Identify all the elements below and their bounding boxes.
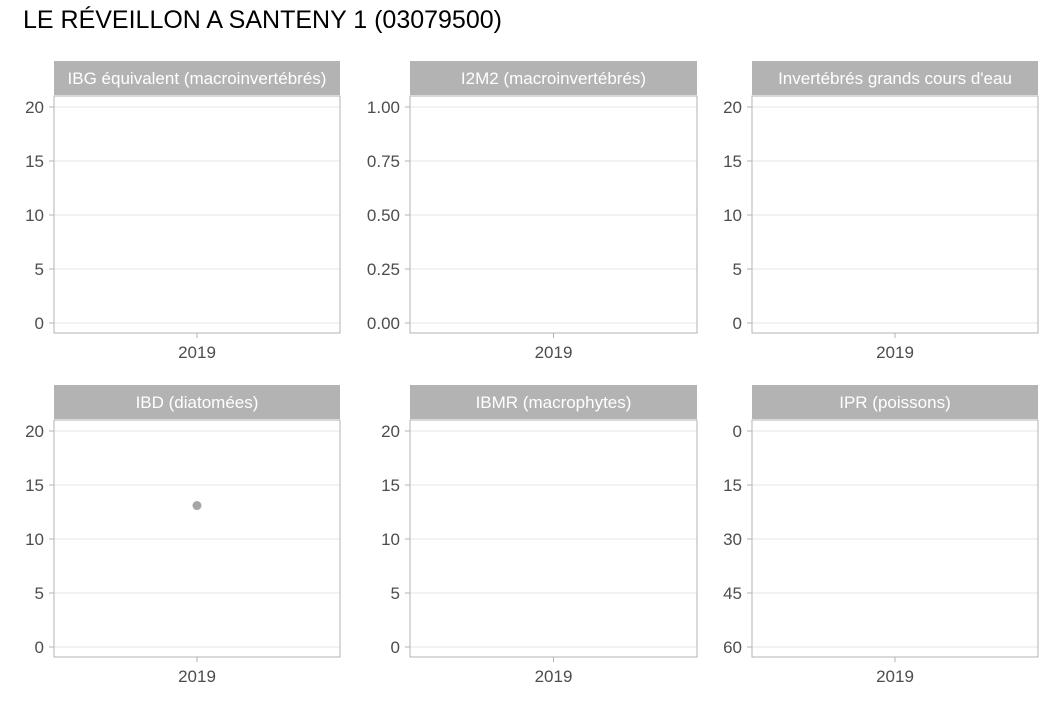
y-tick-label: 5 — [35, 260, 44, 279]
y-tick-label: 1.00 — [367, 98, 400, 117]
facet-title: IPR (poissons) — [839, 393, 950, 412]
y-tick-label: 20 — [25, 422, 44, 441]
panel-border — [751, 419, 1039, 658]
facet-strip — [410, 61, 697, 95]
y-tick-label: 0.00 — [367, 314, 400, 333]
facet-strip — [752, 385, 1038, 419]
y-tick-label: 0 — [35, 638, 44, 657]
panel-border — [53, 95, 341, 334]
facet-title: Invertébrés grands cours d'eau — [778, 69, 1012, 88]
y-tick-label: 0 — [733, 422, 742, 441]
data-point — [192, 501, 202, 511]
facet-title: IBMR (macrophytes) — [476, 393, 632, 412]
y-tick-label: 15 — [25, 152, 44, 171]
panel-border — [751, 95, 1039, 334]
x-tick-label: 2019 — [178, 343, 216, 362]
facet-strip — [54, 385, 340, 419]
x-tick-label: 2019 — [178, 667, 216, 686]
facet-title: I2M2 (macroinvertébrés) — [461, 69, 646, 88]
y-tick-label: 60 — [723, 638, 742, 657]
y-tick-label: 20 — [381, 422, 400, 441]
x-tick-label: 2019 — [876, 667, 914, 686]
y-tick-label: 20 — [25, 98, 44, 117]
y-tick-label: 0 — [733, 314, 742, 333]
facet-title: IBD (diatomées) — [136, 393, 259, 412]
facet-panel: IBD (diatomées) 0 5 10 15 20 2019 — [25, 385, 341, 686]
facet-panel: Invertébrés grands cours d'eau 0 5 10 15 20 20… — [723, 61, 1039, 362]
y-tick-label: 0.75 — [367, 152, 400, 171]
y-tick-label: 15 — [723, 476, 742, 495]
facet-strip — [54, 61, 340, 95]
facet-panel: IPR (poissons) 60 45 30 15 0 2019 — [723, 385, 1039, 686]
facet-panel: IBMR (macrophytes) 0 5 10 15 20 2019 — [381, 385, 698, 686]
y-tick-label: 0.50 — [367, 206, 400, 225]
y-tick-label: 45 — [723, 584, 742, 603]
y-tick-label: 10 — [25, 206, 44, 225]
page-title: LE RÉVEILLON A SANTENY 1 (03079500) — [23, 6, 502, 34]
facet-panel: I2M2 (macroinvertébrés) 0.00 0.25 0.50 0.75 1… — [367, 61, 698, 362]
facet-strip — [410, 385, 697, 419]
y-tick-label: 20 — [723, 98, 742, 117]
y-tick-label: 5 — [733, 260, 742, 279]
panel-border — [53, 419, 341, 658]
x-tick-label: 2019 — [535, 343, 573, 362]
panel-border — [409, 95, 698, 334]
x-tick-label: 2019 — [876, 343, 914, 362]
y-tick-label: 30 — [723, 530, 742, 549]
y-tick-label: 10 — [381, 530, 400, 549]
y-tick-label: 15 — [25, 476, 44, 495]
y-tick-label: 0 — [35, 314, 44, 333]
facet-panel: IBG équivalent (macroinvertébrés) 0 5 10 15 2… — [25, 61, 341, 362]
x-tick-label: 2019 — [535, 667, 573, 686]
y-tick-label: 5 — [35, 584, 44, 603]
y-tick-label: 0 — [391, 638, 400, 657]
y-tick-label: 5 — [391, 584, 400, 603]
facet-title: IBG équivalent (macroinvertébrés) — [68, 69, 327, 88]
y-tick-label: 10 — [723, 206, 742, 225]
y-tick-label: 15 — [381, 476, 400, 495]
y-tick-label: 10 — [25, 530, 44, 549]
facet-strip — [752, 61, 1038, 95]
y-tick-label: 15 — [723, 152, 742, 171]
panel-border — [409, 419, 698, 658]
y-tick-label: 0.25 — [367, 260, 400, 279]
